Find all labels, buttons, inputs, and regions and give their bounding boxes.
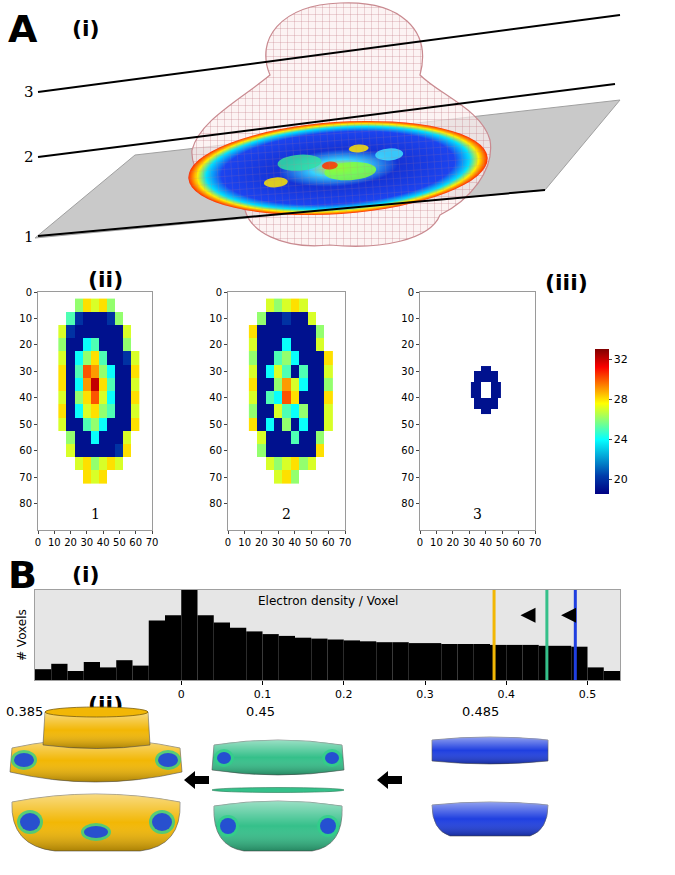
svg-text:A: A [8, 7, 38, 51]
svg-text:50: 50 [401, 419, 414, 430]
svg-text:28: 28 [614, 393, 628, 406]
svg-text:0: 0 [35, 537, 41, 548]
svg-text:0: 0 [26, 287, 32, 298]
svg-text:0.2: 0.2 [335, 688, 353, 701]
svg-text:20: 20 [446, 537, 459, 548]
svg-text:50: 50 [305, 537, 318, 548]
svg-text:80: 80 [401, 498, 414, 509]
svg-text:1: 1 [24, 228, 34, 246]
svg-text:50: 50 [496, 537, 509, 548]
svg-text:(ii): (ii) [88, 267, 123, 292]
svg-text:20: 20 [614, 473, 628, 486]
svg-text:10: 10 [401, 313, 414, 324]
svg-text:60: 60 [19, 445, 32, 456]
svg-text:(iii): (iii) [545, 270, 588, 295]
svg-text:20: 20 [64, 537, 77, 548]
svg-text:2: 2 [24, 148, 34, 166]
svg-text:30: 30 [80, 537, 93, 548]
svg-text:2: 2 [282, 506, 291, 522]
svg-text:80: 80 [209, 498, 222, 509]
svg-text:60: 60 [512, 537, 525, 548]
svg-text:40: 40 [288, 537, 301, 548]
svg-text:20: 20 [401, 339, 414, 350]
svg-text:(i): (i) [72, 16, 100, 41]
svg-text:70: 70 [209, 472, 222, 483]
svg-text:30: 30 [272, 537, 285, 548]
svg-text:30: 30 [401, 366, 414, 377]
svg-text:40: 40 [209, 392, 222, 403]
svg-text:0: 0 [408, 287, 414, 298]
svg-text:50: 50 [113, 537, 126, 548]
svg-text:24: 24 [614, 433, 628, 446]
svg-text:(i): (i) [72, 562, 100, 587]
svg-text:10: 10 [48, 537, 61, 548]
svg-text:0.1: 0.1 [254, 688, 272, 701]
svg-text:0.45: 0.45 [246, 704, 275, 719]
svg-text:70: 70 [529, 537, 542, 548]
svg-text:Electron density / Voxel: Electron density / Voxel [258, 594, 398, 608]
svg-text:20: 20 [255, 537, 268, 548]
svg-text:10: 10 [430, 537, 443, 548]
svg-text:B: B [8, 553, 37, 597]
svg-text:60: 60 [209, 445, 222, 456]
svg-text:0.5: 0.5 [579, 688, 597, 701]
svg-text:70: 70 [401, 472, 414, 483]
svg-text:10: 10 [209, 313, 222, 324]
svg-text:20: 20 [19, 339, 32, 350]
svg-text:40: 40 [401, 392, 414, 403]
svg-text:50: 50 [209, 419, 222, 430]
svg-text:(ii): (ii) [88, 692, 123, 717]
svg-text:60: 60 [322, 537, 335, 548]
svg-text:0.4: 0.4 [498, 688, 516, 701]
svg-text:30: 30 [209, 366, 222, 377]
svg-text:50: 50 [19, 419, 32, 430]
svg-text:60: 60 [401, 445, 414, 456]
svg-text:10: 10 [238, 537, 251, 548]
svg-text:40: 40 [479, 537, 492, 548]
svg-text:40: 40 [97, 537, 110, 548]
svg-text:0: 0 [225, 537, 231, 548]
svg-text:0: 0 [178, 688, 185, 701]
svg-text:60: 60 [129, 537, 142, 548]
svg-text:20: 20 [209, 339, 222, 350]
svg-text:0: 0 [216, 287, 222, 298]
svg-text:# Voxels: # Voxels [15, 609, 29, 661]
svg-text:30: 30 [463, 537, 476, 548]
svg-text:0: 0 [417, 537, 423, 548]
svg-text:1: 1 [91, 506, 100, 522]
svg-text:32: 32 [614, 353, 628, 366]
svg-text:0.3: 0.3 [416, 688, 434, 701]
svg-text:0.385: 0.385 [6, 704, 43, 719]
svg-text:70: 70 [339, 537, 352, 548]
svg-text:70: 70 [146, 537, 159, 548]
svg-text:10: 10 [19, 313, 32, 324]
svg-text:3: 3 [473, 506, 482, 522]
svg-text:30: 30 [19, 366, 32, 377]
svg-text:80: 80 [19, 498, 32, 509]
svg-text:70: 70 [19, 472, 32, 483]
svg-text:3: 3 [24, 83, 34, 101]
svg-text:40: 40 [19, 392, 32, 403]
svg-text:0.485: 0.485 [462, 704, 499, 719]
